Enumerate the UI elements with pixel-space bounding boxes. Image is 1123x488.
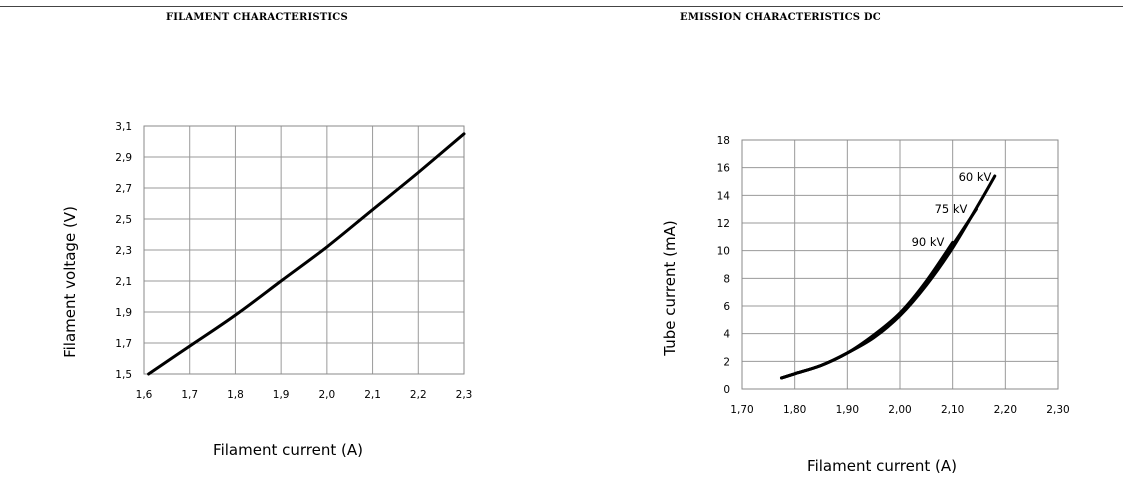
- y-axis-label: Tube current (mA): [661, 220, 679, 356]
- y-tick-label: 18: [717, 135, 730, 147]
- x-tick-label: 2,20: [994, 404, 1017, 416]
- x-tick-label: 2,3: [456, 389, 473, 401]
- x-axis-label: Filament current (A): [213, 441, 363, 459]
- y-tick-label: 2,9: [115, 152, 132, 164]
- series-line-90-kv: [780, 240, 955, 380]
- y-tick-label: 3,1: [115, 121, 132, 133]
- x-axis-label: Filament current (A): [807, 457, 957, 475]
- x-tick-label: 1,80: [783, 404, 806, 416]
- y-axis-label: Filament voltage (V): [61, 206, 79, 358]
- emission-chart: 1,70 1,80 1,90 2,00 2,10 2,20 2,30 0 2 4 6 8 10 12 14 1…: [661, 135, 1070, 475]
- chart-title-filament: FILAMENT CHARACTERISTICS: [166, 12, 348, 23]
- series-annotation: 75 kV: [935, 202, 968, 216]
- plot-area-frame: [741, 139, 1059, 390]
- plot-area-frame: [143, 125, 465, 375]
- x-tick-label: 2,2: [410, 389, 427, 401]
- series-line: [147, 132, 466, 376]
- y-tick-label: 0: [723, 384, 730, 396]
- x-tick-label: 2,00: [888, 404, 911, 416]
- y-tick-label: 2,3: [115, 245, 132, 257]
- y-tick-label: 12: [717, 218, 730, 230]
- x-tick-label: 1,6: [136, 389, 153, 401]
- y-tick-label: 6: [723, 301, 730, 313]
- x-tick-label: 1,9: [273, 389, 290, 401]
- x-tick-label: 2,0: [319, 389, 336, 401]
- y-tick-label: 16: [717, 163, 731, 175]
- filament-chart: 1,6 1,7 1,8 1,9 2,0 2,1 2,2 2,3 1,5 1,7 1,9 2,1 2,3 2…: [61, 121, 472, 459]
- y-tick-label: 10: [717, 246, 730, 258]
- top-rule: [0, 6, 1123, 7]
- series-annotation: 60 kV: [959, 170, 992, 184]
- y-tick-label: 2,7: [115, 183, 132, 195]
- y-tick-label: 2,1: [115, 276, 132, 288]
- x-tick-label: 2,30: [1046, 404, 1069, 416]
- x-tick-label: 1,8: [227, 389, 244, 401]
- series-annotation: 90 kV: [912, 235, 945, 249]
- y-tick-label: 2: [723, 356, 730, 368]
- y-tick-label: 14: [717, 190, 731, 202]
- y-tick-label: 1,5: [115, 369, 132, 381]
- y-tick-label: 4: [723, 329, 730, 341]
- x-tick-label: 1,90: [836, 404, 859, 416]
- y-tick-label: 2,5: [115, 214, 132, 226]
- y-tick-label: 1,9: [115, 307, 132, 319]
- y-tick-label: 8: [723, 273, 730, 285]
- x-tick-label: 2,1: [364, 389, 381, 401]
- x-tick-label: 1,70: [730, 404, 753, 416]
- x-tick-label: 1,7: [181, 389, 198, 401]
- x-tick-label: 2,10: [941, 404, 964, 416]
- y-tick-label: 1,7: [115, 338, 132, 350]
- series-line-75-kv: [780, 207, 978, 380]
- chart-title-emission: EMISSION CHARACTERISTICS DC: [680, 12, 881, 23]
